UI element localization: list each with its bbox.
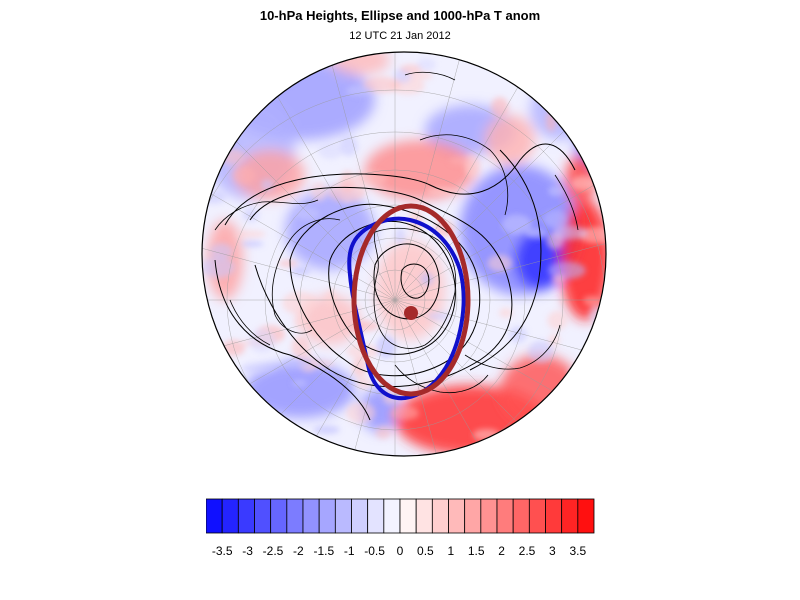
colorbar (206, 498, 595, 534)
colorbar-swatch (318, 498, 336, 534)
colorbar-swatch (302, 498, 320, 534)
colorbar-swatch (512, 498, 530, 534)
colorbar-swatch (367, 498, 385, 534)
globe-outline (201, 51, 607, 457)
colorbar-swatch (221, 498, 239, 534)
colorbar-tick-label: 1.5 (467, 544, 485, 558)
colorbar-tick-label: 3.5 (569, 544, 587, 558)
colorbar-swatch (545, 498, 563, 534)
colorbar-tick-label: 2.5 (518, 544, 536, 558)
colorbar-tick-label: 3 (549, 544, 556, 558)
blue-contour (347, 216, 466, 401)
colorbar-swatch (480, 498, 498, 534)
colorbar-swatch (270, 498, 288, 534)
colorbar-swatch (431, 498, 449, 534)
colorbar-swatch (464, 498, 482, 534)
colorbar-tick-label: -2.5 (262, 544, 284, 558)
colorbar-swatch (399, 498, 417, 534)
chart-subtitle: 12 UTC 21 Jan 2012 (349, 30, 451, 42)
colorbar-tick-label: -2 (293, 544, 304, 558)
colorbar-tick-label: -0.5 (364, 544, 385, 558)
colorbar-swatch (496, 498, 514, 534)
colorbar-tick-label: 0 (396, 544, 404, 558)
colorbar-tick-label: -1.5 (313, 544, 335, 558)
vortex-ellipse (351, 203, 471, 397)
colorbar-swatch (415, 498, 433, 534)
coastlines (214, 71, 579, 394)
colorbar-swatch (237, 498, 255, 534)
colorbar-tick-label: -3.5 (211, 544, 233, 558)
colorbar-tick-label: 2 (498, 544, 505, 558)
colorbar-tick-label: -3 (242, 544, 253, 558)
chart-title: 10-hPa Heights, Ellipse and 1000-hPa T a… (259, 8, 541, 23)
ellipse-centroid (404, 306, 418, 320)
colorbar-swatch (334, 498, 352, 534)
height-contours (214, 143, 576, 421)
colorbar-swatch (561, 498, 579, 534)
colorbar-swatch (254, 498, 272, 534)
colorbar-swatch (448, 498, 466, 534)
colorbar-swatch (286, 498, 304, 534)
colorbar-swatch (383, 498, 401, 534)
colorbar-tick-label: -1 (343, 544, 355, 558)
colorbar-swatch (528, 498, 546, 534)
colorbar-tick-label: 1 (447, 544, 455, 558)
colorbar-swatch (206, 498, 223, 534)
colorbar-tick-label: 0.5 (417, 544, 434, 558)
colorbar-swatch (351, 498, 369, 534)
colorbar-swatch (577, 498, 595, 534)
